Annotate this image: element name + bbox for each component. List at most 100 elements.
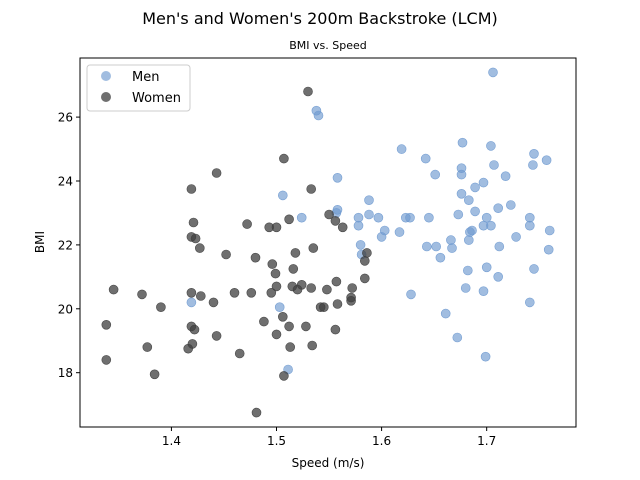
women-point — [137, 289, 147, 300]
plot-frame — [79, 57, 577, 428]
women-point — [324, 209, 334, 220]
women-point — [246, 287, 257, 298]
men-point — [376, 232, 387, 242]
women-point — [101, 319, 112, 330]
men-point — [462, 265, 473, 276]
legend-box — [86, 64, 191, 112]
men-point — [435, 252, 446, 263]
women-point — [279, 153, 289, 164]
women-point — [195, 243, 205, 253]
men-point — [494, 241, 505, 252]
women-point — [221, 249, 231, 260]
women-point — [271, 329, 282, 340]
women-point — [189, 324, 200, 335]
women-point — [315, 302, 326, 313]
men-point — [488, 67, 498, 78]
men-point — [277, 190, 288, 201]
men-point — [353, 220, 364, 231]
women-point — [242, 219, 252, 229]
men-point — [478, 177, 489, 188]
men-point — [186, 297, 197, 308]
men-point — [463, 195, 474, 205]
men-point — [543, 244, 554, 255]
women-point — [290, 248, 301, 258]
women-point — [307, 340, 318, 351]
men-point — [460, 283, 471, 293]
men-point — [456, 189, 467, 199]
men-point — [313, 110, 324, 121]
men-point — [524, 297, 535, 308]
men-point — [400, 212, 411, 223]
men-point — [470, 182, 480, 193]
women-point — [337, 222, 348, 233]
women-point — [347, 283, 358, 293]
women-point — [251, 407, 262, 418]
men-point — [406, 289, 416, 300]
women-point — [259, 316, 269, 327]
women-point — [250, 252, 261, 263]
women-point — [331, 276, 342, 287]
men-point — [524, 220, 535, 231]
women-point — [208, 297, 219, 308]
x-tick-label: 1.5 — [267, 434, 286, 448]
x-axis-label: Speed (m/s) — [292, 456, 365, 470]
women-point — [229, 287, 240, 298]
women-point — [288, 264, 299, 274]
women-point — [270, 268, 281, 279]
men-point — [446, 235, 456, 245]
men-point — [529, 149, 539, 159]
women-point — [149, 369, 160, 380]
women-point — [188, 217, 199, 228]
women-point — [108, 284, 119, 295]
men-point — [420, 153, 431, 164]
women-point — [266, 287, 277, 298]
women-point — [359, 273, 370, 284]
men-point — [493, 271, 504, 282]
y-tick-label: 18 — [58, 366, 73, 380]
men-point — [447, 243, 457, 253]
x-tick-label: 1.4 — [162, 434, 181, 448]
y-tick-label: 22 — [58, 238, 73, 252]
men-point — [480, 351, 491, 362]
men-point — [440, 308, 451, 319]
plot-area — [80, 58, 576, 427]
women-point — [284, 321, 294, 332]
men-point — [489, 160, 499, 170]
women-point — [322, 284, 332, 295]
men-point — [529, 264, 539, 274]
men-point — [353, 212, 364, 223]
men-point — [421, 241, 432, 252]
y-tick-label: 24 — [58, 175, 73, 189]
men-point — [500, 171, 511, 181]
men-point — [470, 206, 480, 217]
women-point — [277, 311, 288, 322]
men-point — [457, 137, 468, 148]
men-point — [424, 212, 434, 223]
chart-subtitle: BMI vs. Speed — [289, 39, 367, 52]
women-point — [183, 343, 193, 354]
women-point — [362, 248, 372, 258]
women-point — [308, 243, 319, 253]
men-point — [481, 212, 492, 223]
legend: Men Women — [86, 64, 191, 112]
women-point — [306, 184, 317, 194]
women-point — [267, 259, 278, 269]
women-point — [142, 342, 153, 352]
women-point — [303, 86, 313, 97]
women-point — [101, 355, 112, 365]
men-point — [505, 200, 516, 210]
women-point — [284, 214, 294, 225]
chart-title: Men's and Women's 200m Backstroke (LCM) — [142, 9, 498, 28]
women-point — [156, 302, 166, 313]
women-point — [190, 233, 201, 244]
men-point — [296, 212, 307, 223]
men-point — [274, 302, 285, 313]
men-point — [332, 173, 343, 183]
women-point — [186, 287, 197, 298]
men-point — [541, 155, 552, 165]
men-point — [486, 141, 496, 151]
women-point — [285, 342, 296, 352]
women-point — [186, 184, 197, 194]
men-point — [456, 169, 467, 180]
